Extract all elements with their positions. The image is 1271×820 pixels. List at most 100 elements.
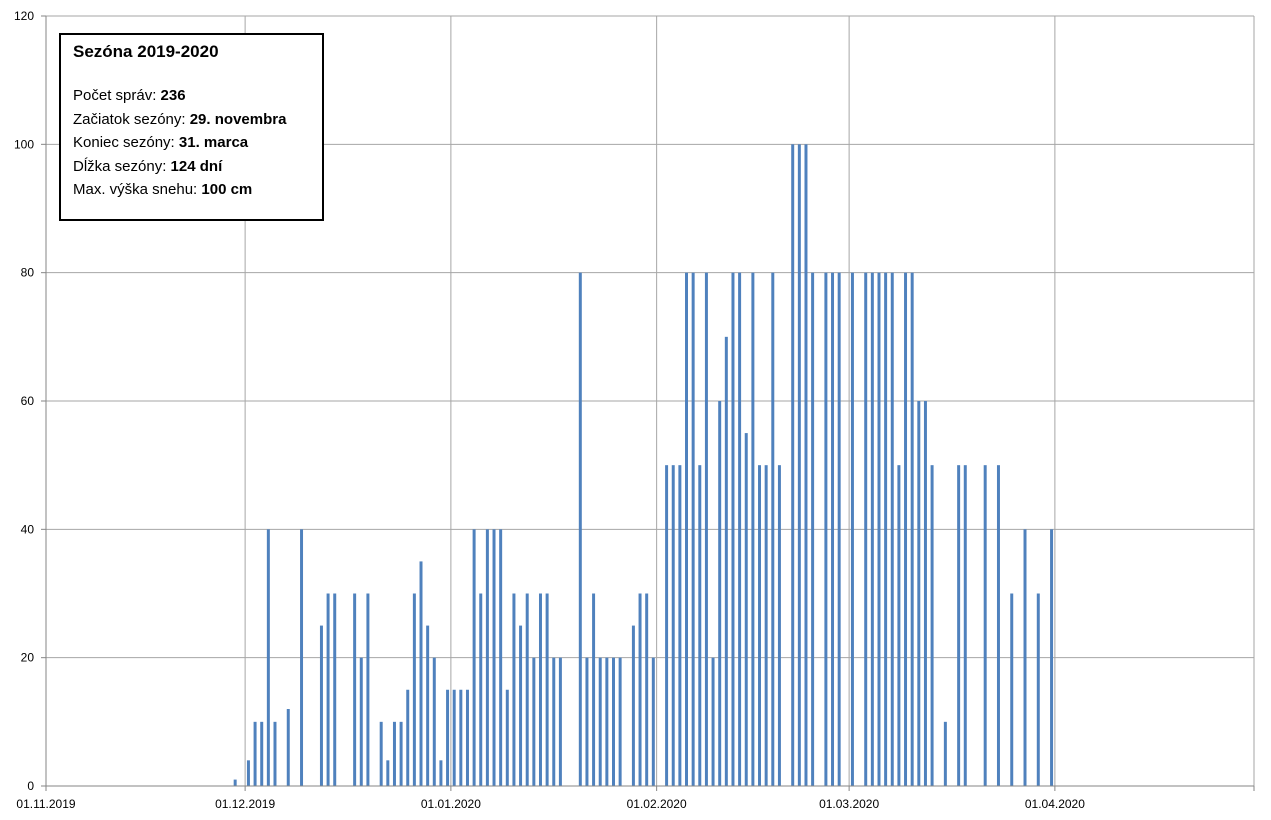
info-label: Začiatok sezóny:	[73, 110, 190, 128]
bar	[831, 272, 835, 787]
x-tick-label: 01.03.2020	[819, 797, 879, 811]
y-tick-labels: 0 20 40 60 80 100 120	[14, 9, 34, 793]
bar	[598, 657, 602, 786]
bar	[864, 272, 868, 787]
bar	[499, 529, 503, 786]
info-value: 31. marca	[178, 134, 249, 151]
bar	[638, 593, 642, 786]
bar	[811, 272, 815, 787]
bar	[890, 272, 894, 787]
info-value: 236	[160, 87, 186, 104]
bar	[519, 625, 523, 786]
bar	[459, 689, 463, 786]
y-tick-label: 120	[14, 9, 34, 23]
bar	[273, 721, 277, 786]
bar	[824, 272, 828, 787]
info-row-report-count: Počet správ: 236	[73, 84, 310, 108]
bar	[671, 465, 675, 786]
bar	[253, 721, 257, 786]
bar	[525, 593, 529, 786]
bar	[797, 144, 801, 787]
bar	[651, 657, 655, 786]
bar	[963, 465, 967, 786]
bar	[870, 272, 874, 787]
y-tick-label: 20	[21, 651, 35, 665]
bar	[1036, 593, 1040, 786]
bar	[698, 465, 702, 786]
y-tick-label: 40	[21, 522, 35, 536]
bar	[419, 561, 423, 786]
x-tick-labels: 01.11.2019 01.12.2019 01.01.2020 01.02.2020…	[16, 797, 1085, 811]
season-info-box: Sezóna 2019-2020 Počet správ: 236 Začiat…	[59, 33, 324, 221]
info-value: 124 dní	[170, 157, 223, 175]
bar	[446, 689, 450, 786]
bar	[359, 657, 363, 786]
bar	[233, 779, 237, 786]
bar	[545, 593, 549, 786]
bar	[592, 593, 596, 786]
bar	[512, 593, 516, 786]
bar	[704, 272, 708, 787]
x-tick-label: 01.01.2020	[421, 797, 481, 811]
bar	[957, 465, 961, 786]
bar	[266, 529, 270, 786]
bar	[353, 593, 357, 786]
bar	[558, 657, 562, 786]
axes	[41, 15, 1255, 791]
bar	[366, 593, 370, 786]
bar	[406, 689, 410, 786]
bar	[326, 593, 330, 786]
bar	[923, 401, 927, 786]
x-tick-label: 01.02.2020	[627, 797, 687, 811]
bar	[884, 272, 888, 787]
bar	[751, 272, 755, 787]
bar	[452, 689, 456, 786]
bar	[386, 760, 390, 786]
bar	[897, 465, 901, 786]
bar	[465, 689, 469, 786]
bar	[910, 272, 914, 787]
bar	[426, 625, 430, 786]
bar	[791, 144, 795, 787]
y-tick-label: 100	[14, 137, 34, 151]
bar	[585, 657, 589, 786]
bar	[837, 272, 841, 787]
info-label: Max. výška snehu:	[73, 181, 202, 198]
bar	[618, 657, 622, 786]
bar	[552, 657, 556, 786]
bar	[731, 272, 735, 787]
x-tick-label: 01.04.2020	[1025, 797, 1085, 811]
bar	[538, 593, 542, 786]
info-title: Sezóna 2019-2020	[73, 42, 219, 61]
bar	[691, 272, 695, 787]
bar	[771, 272, 775, 787]
bar	[479, 593, 483, 786]
info-value: 100 cm	[201, 181, 253, 198]
bar	[578, 272, 582, 787]
bar	[432, 657, 436, 786]
bar	[804, 144, 808, 787]
info-row-max-snow: Max. výška snehu: 100 cm	[73, 178, 310, 202]
bar	[485, 529, 489, 786]
bar	[439, 760, 443, 786]
bar	[850, 272, 854, 787]
bars	[233, 144, 1054, 787]
bar	[917, 401, 921, 786]
bar	[631, 625, 635, 786]
bar	[532, 657, 536, 786]
bar	[379, 721, 383, 786]
info-row-season-length: Dĺžka sezóny: 124 dní	[73, 155, 310, 179]
bar	[983, 465, 987, 786]
bar	[665, 465, 669, 786]
info-label: Počet správ:	[73, 87, 161, 104]
bar	[777, 465, 781, 786]
bar	[1010, 593, 1014, 786]
info-label: Dĺžka sezóny:	[73, 157, 171, 175]
bar	[392, 721, 396, 786]
bar	[744, 433, 748, 786]
info-row-season-start: Začiatok sezóny: 29. novembra	[73, 108, 310, 132]
bar	[612, 657, 615, 786]
bar	[685, 272, 688, 787]
bar	[718, 401, 722, 786]
